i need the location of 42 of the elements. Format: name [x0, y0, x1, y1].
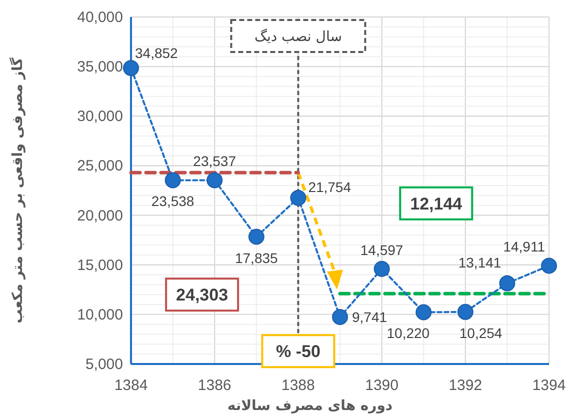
- data-label: 13,141: [458, 254, 502, 270]
- data-label: 14,911: [503, 238, 546, 255]
- data-label: 17,835: [234, 250, 278, 266]
- annotation: % -50: [276, 342, 320, 362]
- x-tick-label: 1394: [532, 377, 566, 394]
- point: [374, 260, 390, 277]
- point: [123, 60, 139, 76]
- y-tick-label: 5,000: [85, 356, 123, 373]
- x-tick-label: 1390: [365, 377, 398, 394]
- point: [290, 190, 306, 206]
- y-tick-label: 15,000: [77, 256, 123, 274]
- x-tick-label: 1384: [114, 377, 148, 394]
- data-label: 10,220: [386, 325, 430, 342]
- data-label: 9,741: [352, 308, 388, 325]
- y-tick-label: 10,000: [77, 306, 123, 324]
- annotation: 24,303: [176, 286, 228, 305]
- data-label: 23,538: [151, 193, 194, 210]
- y-axis-title: گاز مصرفی واقعی بر حسب متر مکعب: [9, 56, 26, 324]
- y-tick-label: 25,000: [77, 158, 123, 175]
- y-tick-label: 35,000: [77, 58, 123, 76]
- x-tick-label: 1392: [448, 377, 482, 394]
- y-tick-label: 20,000: [77, 207, 123, 224]
- data-label: 23,537: [193, 153, 236, 170]
- point: [499, 275, 516, 292]
- point: [457, 304, 474, 320]
- annotation: 12,144: [410, 194, 463, 214]
- y-tick-label: 40,000: [77, 9, 123, 26]
- point: [248, 228, 264, 245]
- data-label: 10,254: [459, 324, 502, 341]
- x-tick-label: 1386: [198, 377, 232, 394]
- y-tick-label: 30,000: [77, 108, 123, 126]
- point: [164, 172, 181, 188]
- point: [332, 308, 348, 325]
- point: [541, 258, 557, 274]
- x-tick-label: 1388: [282, 377, 315, 394]
- data-label: 14,597: [360, 242, 404, 258]
- data-label: 34,852: [135, 45, 178, 62]
- point: [416, 304, 432, 320]
- data-label: 21,754: [308, 178, 352, 195]
- x-axis-title: دوره های مصرف سالانه: [227, 398, 393, 414]
- ref-line-label: سال نصب دیگ: [254, 28, 342, 45]
- point: [206, 172, 223, 188]
